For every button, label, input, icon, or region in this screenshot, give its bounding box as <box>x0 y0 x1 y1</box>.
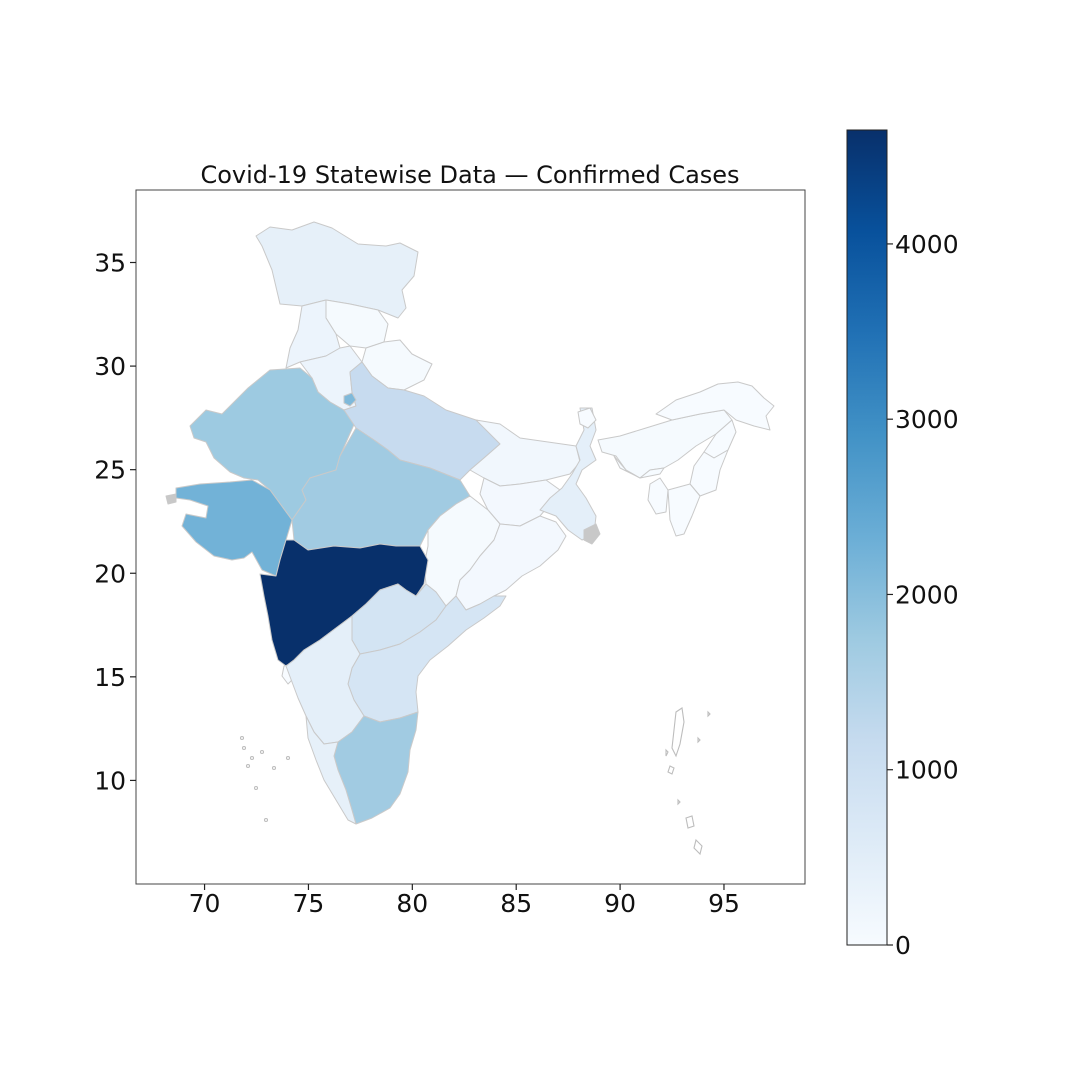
region-andhra-pradesh <box>347 595 507 723</box>
region-kerala <box>305 715 357 825</box>
colorbar-tick-label: 1000 <box>895 756 959 785</box>
region-arunachal-pradesh <box>655 381 775 431</box>
map-axes: 70 75 80 85 90 95 10 15 20 25 30 35 <box>94 189 806 918</box>
lakshadweep-islands <box>239 735 291 823</box>
region-sikkim <box>577 407 597 429</box>
y-tick-label: 20 <box>94 559 126 588</box>
colorbar-tick-label: 4000 <box>895 230 959 259</box>
colorbar-ticks: 0 1000 2000 3000 4000 <box>887 230 959 960</box>
x-tick-label: 90 <box>604 889 636 918</box>
x-tick-label: 85 <box>500 889 532 918</box>
region-gujarat-kutch-edge <box>165 493 177 505</box>
y-tick-label: 25 <box>94 456 126 485</box>
y-tick-label: 15 <box>94 663 126 692</box>
colorbar-gradient <box>847 130 887 945</box>
region-delhi <box>343 392 357 407</box>
region-gujarat <box>175 479 293 577</box>
colorbar-tick-label: 3000 <box>895 405 959 434</box>
y-axis-ticks: 10 15 20 25 30 35 <box>94 249 136 795</box>
x-tick-label: 80 <box>396 889 428 918</box>
region-tripura <box>647 477 669 515</box>
map-axes-frame <box>135 189 806 885</box>
colorbar-tick-label: 0 <box>895 931 911 960</box>
x-tick-label: 70 <box>189 889 221 918</box>
region-manipur <box>689 449 729 497</box>
y-tick-label: 10 <box>94 766 126 795</box>
y-tick-label: 35 <box>94 249 126 278</box>
colorbar: 0 1000 2000 3000 4000 <box>846 129 959 960</box>
region-sundarbans-edge <box>583 523 601 545</box>
x-axis-ticks: 70 75 80 85 90 95 <box>189 884 740 918</box>
x-tick-label: 95 <box>708 889 740 918</box>
region-assam <box>597 409 733 479</box>
colorbar-tick-label: 2000 <box>895 580 959 609</box>
region-odisha <box>455 515 567 611</box>
region-west-bengal <box>539 407 597 541</box>
region-mizoram <box>667 483 701 537</box>
chart-title: Covid-19 Statewise Data — Confirmed Case… <box>200 161 739 189</box>
colorbar-frame <box>846 129 888 946</box>
map-layer <box>165 221 775 856</box>
region-meghalaya <box>613 455 665 479</box>
y-tick-label: 30 <box>94 352 126 381</box>
andaman-nicobar-islands <box>665 707 711 856</box>
x-tick-label: 75 <box>293 889 325 918</box>
region-jammu-and-kashmir <box>255 221 419 319</box>
